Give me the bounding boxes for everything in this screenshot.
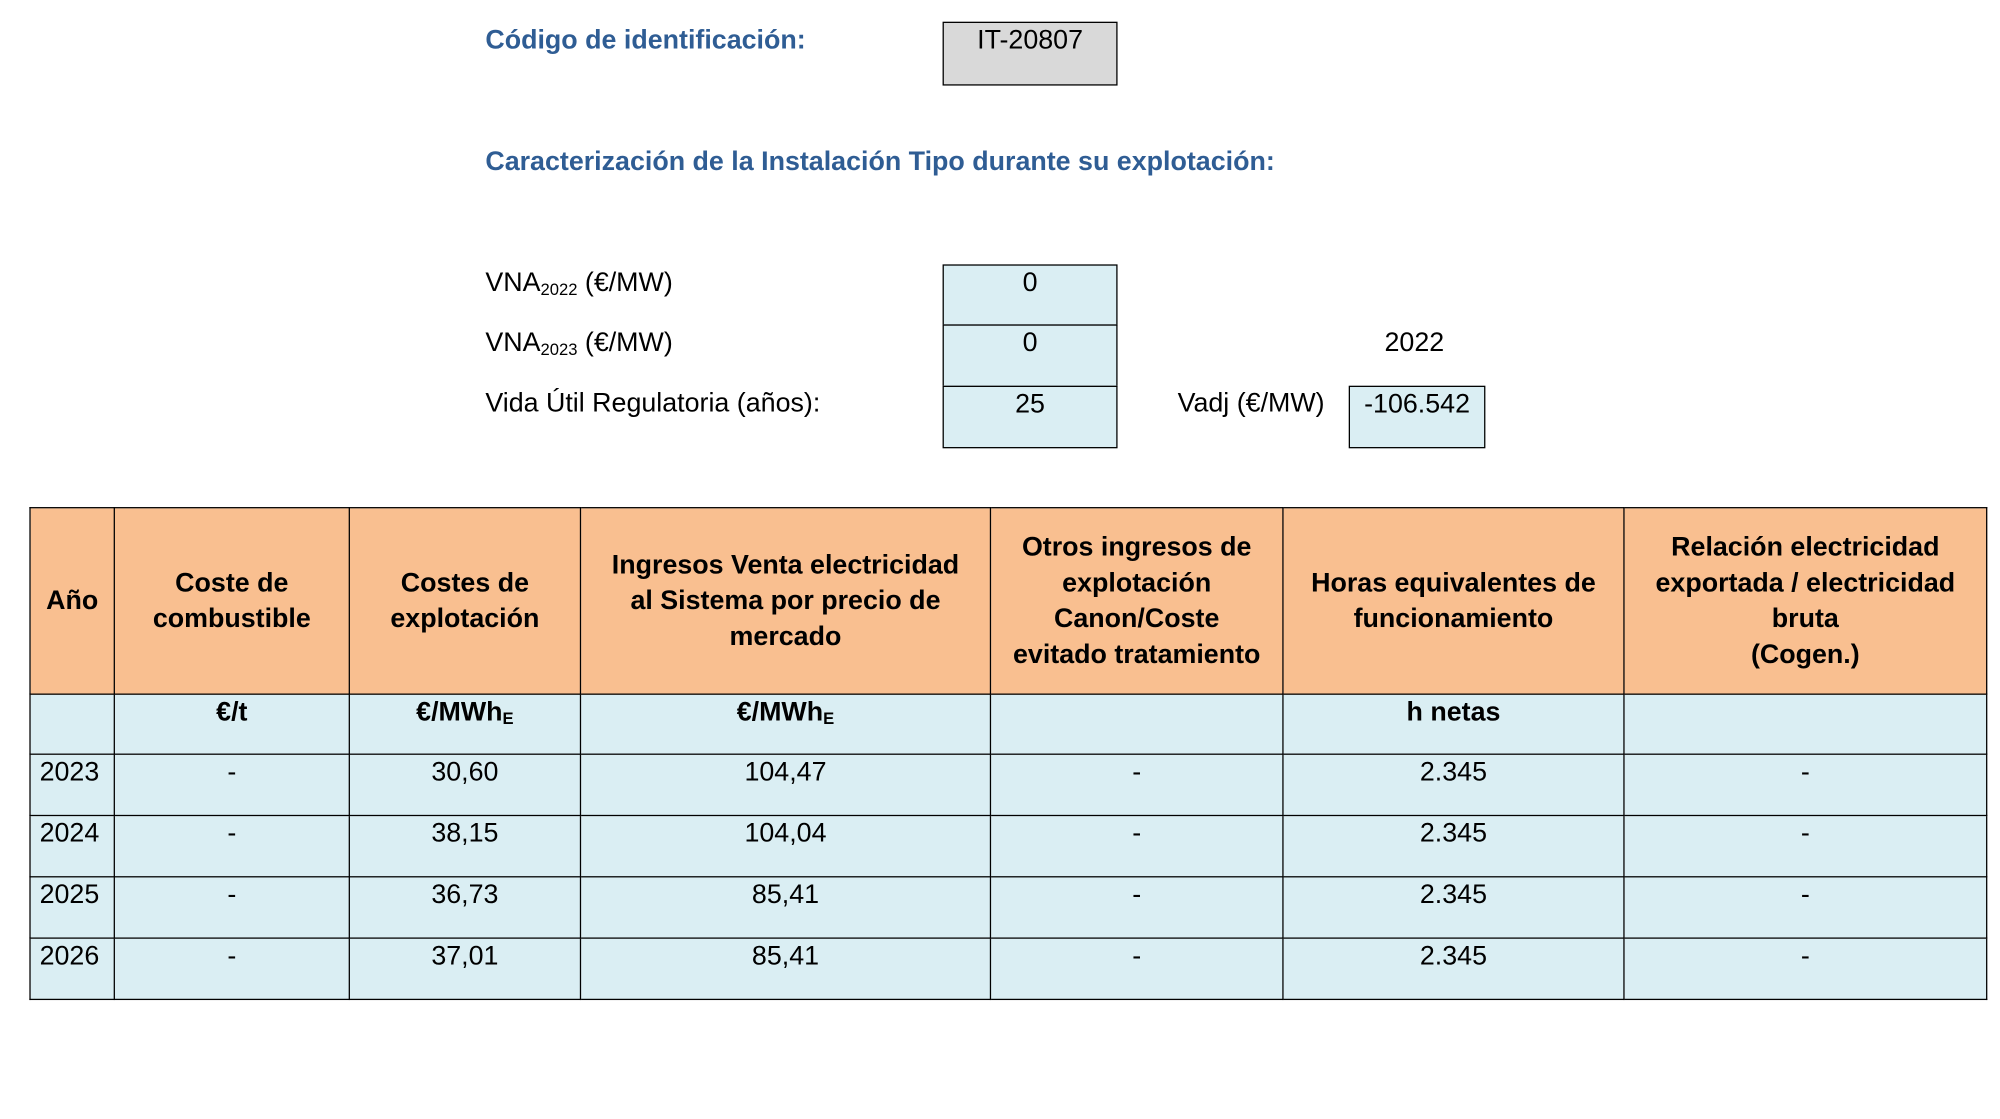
- table-row: 2023 - 30,60 104,47 - 2.345 -: [29, 753, 1988, 817]
- table-cell: -: [113, 753, 350, 817]
- table-cell: 85,41: [579, 937, 992, 1001]
- page-subtitle: Caracterización de la Instalación Tipo d…: [485, 146, 1275, 177]
- table-cell: 85,41: [579, 876, 992, 939]
- unit-cell: [29, 693, 115, 755]
- vida-util-label: Vida Útil Regulatoria (años):: [485, 388, 821, 418]
- table-cell: 2025: [29, 876, 115, 939]
- id-label: Código de identificación:: [485, 25, 806, 55]
- table-row: 2025 - 36,73 85,41 - 2.345 -: [29, 876, 1988, 939]
- col-header-other-revenue: Otros ingresos de explotación Canon/Cost…: [989, 507, 1284, 695]
- table-cell: 2026: [29, 937, 115, 1001]
- table-cell: 2023: [29, 753, 115, 817]
- table-cell: 2024: [29, 814, 115, 878]
- table-cell: 2.345: [1282, 876, 1625, 939]
- table-cell: 2.345: [1282, 937, 1625, 1001]
- table-cell: 38,15: [348, 814, 582, 878]
- units-row: €/t €/MWhE €/MWhE h netas: [29, 693, 1988, 755]
- vadj-label: Vadj (€/MW): [1177, 388, 1325, 418]
- id-value: IT-20807: [942, 21, 1118, 86]
- table-row: 2026 - 37,01 85,41 - 2.345 -: [29, 937, 1988, 1001]
- table-header-row: Año Coste de combustible Costes de explo…: [29, 507, 1988, 695]
- vna2023-value: 0: [942, 324, 1118, 387]
- unit-cell: €/t: [113, 693, 350, 755]
- table-cell: 30,60: [348, 753, 582, 817]
- table-cell: -: [1623, 814, 1988, 878]
- table-cell: -: [989, 876, 1284, 939]
- unit-cell: [989, 693, 1284, 755]
- unit-cell: [1623, 693, 1988, 755]
- col-header-electricity-ratio: Relación electricidad exportada / electr…: [1623, 507, 1988, 695]
- cost-table: Año Coste de combustible Costes de explo…: [29, 507, 1988, 1001]
- table-cell: 2.345: [1282, 753, 1625, 817]
- table-row: 2024 - 38,15 104,04 - 2.345 -: [29, 814, 1988, 878]
- table-cell: -: [1623, 937, 1988, 1001]
- unit-cell: €/MWhE: [579, 693, 992, 755]
- table-cell: -: [989, 937, 1284, 1001]
- table-cell: 36,73: [348, 876, 582, 939]
- vna2022-value: 0: [942, 264, 1118, 326]
- vida-util-value: 25: [942, 385, 1118, 449]
- col-header-equivalent-hours: Horas equivalentes de funcionamiento: [1282, 507, 1625, 695]
- unit-cell: h netas: [1282, 693, 1625, 755]
- unit-cell: €/MWhE: [348, 693, 582, 755]
- table-cell: -: [113, 876, 350, 939]
- table-cell: -: [113, 814, 350, 878]
- col-header-year: Año: [29, 507, 115, 695]
- table-cell: -: [989, 753, 1284, 817]
- table-cell: 104,47: [579, 753, 992, 817]
- vna2022-label: VNA2022 (€/MW): [485, 268, 673, 299]
- col-header-fuel-cost: Coste de combustible: [113, 507, 350, 695]
- table-cell: 104,04: [579, 814, 992, 878]
- table-cell: 37,01: [348, 937, 582, 1001]
- vna2023-label: VNA2023 (€/MW): [485, 328, 673, 359]
- table-cell: -: [989, 814, 1284, 878]
- col-header-market-revenue: Ingresos Venta electricidad al Sistema p…: [579, 507, 992, 695]
- table-cell: -: [1623, 753, 1988, 817]
- col-header-operating-cost: Costes de explotación: [348, 507, 582, 695]
- table-cell: -: [113, 937, 350, 1001]
- year-label: 2022: [1384, 328, 1445, 358]
- table-cell: 2.345: [1282, 814, 1625, 878]
- table-cell: -: [1623, 876, 1988, 939]
- vadj-value: -106.542: [1348, 385, 1486, 449]
